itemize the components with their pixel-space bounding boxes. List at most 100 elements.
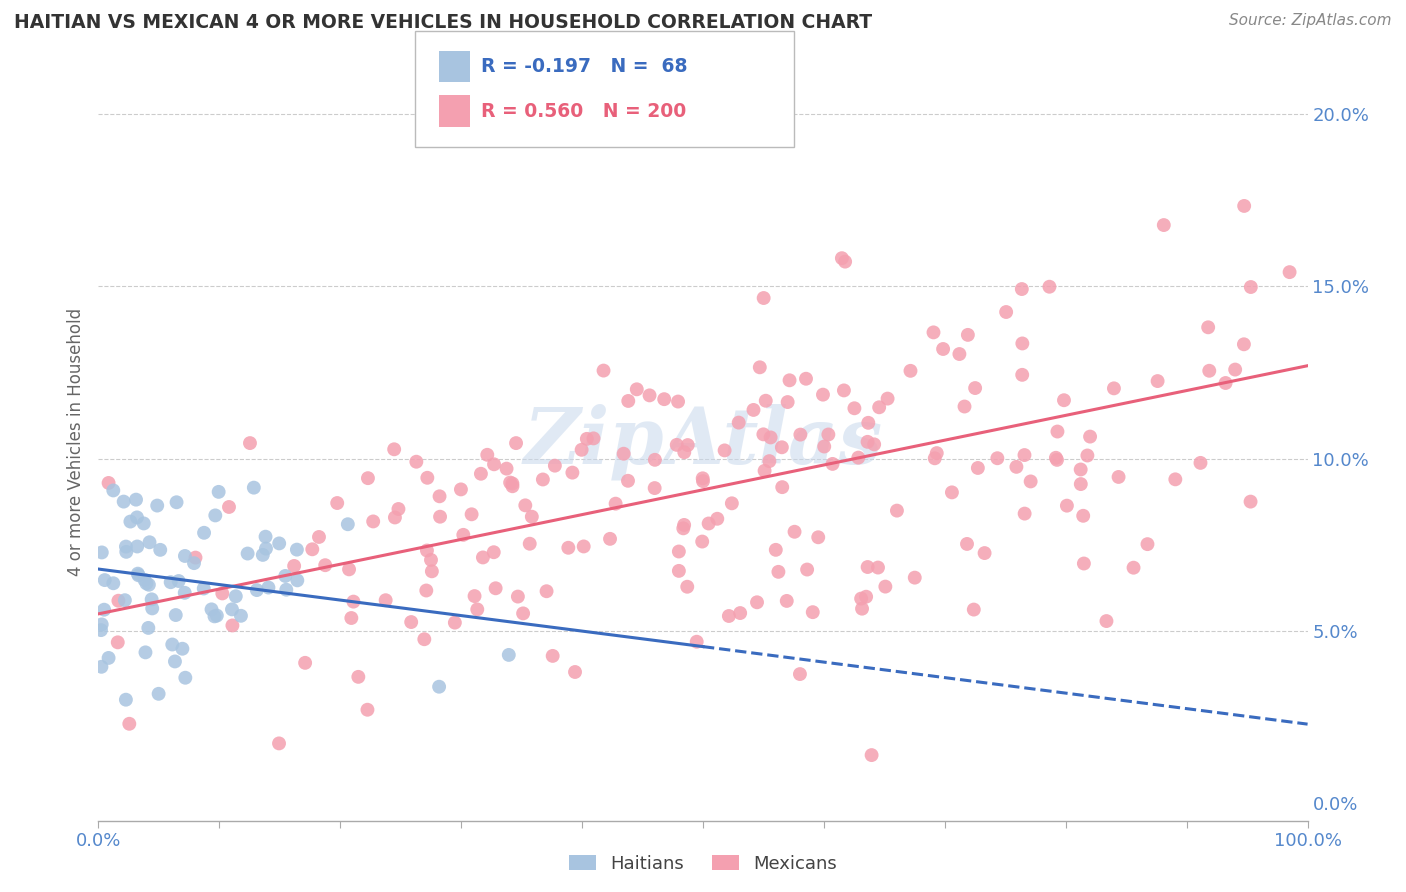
- Point: [107, 593, 129, 607]
- Point: [134, 573, 156, 587]
- Point: [420, 564, 443, 578]
- Point: [544, 458, 567, 473]
- Point: [1014, 448, 1036, 462]
- Point: [557, 541, 579, 555]
- Point: [1078, 429, 1101, 443]
- Point: [831, 251, 853, 265]
- Point: [564, 665, 586, 679]
- Point: [1073, 557, 1095, 571]
- Point: [285, 542, 308, 557]
- Point: [582, 431, 605, 445]
- Point: [314, 558, 336, 573]
- Point: [416, 471, 439, 485]
- Point: [592, 363, 614, 377]
- Text: R = -0.197   N =  68: R = -0.197 N = 68: [481, 57, 688, 76]
- Point: [347, 670, 370, 684]
- Point: [112, 494, 135, 508]
- Point: [221, 618, 243, 632]
- Point: [254, 530, 277, 544]
- Point: [1014, 507, 1036, 521]
- Point: [1038, 279, 1060, 293]
- Point: [283, 558, 305, 573]
- Point: [932, 342, 955, 356]
- Point: [752, 427, 775, 442]
- Point: [1071, 508, 1094, 523]
- Point: [361, 515, 384, 529]
- Point: [832, 384, 855, 398]
- Point: [134, 645, 156, 659]
- Point: [274, 569, 297, 583]
- Point: [90, 545, 112, 559]
- Point: [1189, 456, 1212, 470]
- Point: [1011, 368, 1033, 382]
- Point: [801, 605, 824, 619]
- Point: [382, 442, 405, 457]
- Point: [136, 621, 159, 635]
- Point: [941, 485, 963, 500]
- Point: [246, 583, 269, 598]
- Point: [183, 556, 205, 570]
- Point: [285, 574, 308, 588]
- Point: [357, 471, 380, 485]
- Point: [93, 603, 115, 617]
- Point: [1198, 364, 1220, 378]
- Point: [103, 576, 125, 591]
- Point: [1153, 218, 1175, 232]
- Text: Source: ZipAtlas.com: Source: ZipAtlas.com: [1229, 13, 1392, 29]
- Point: [166, 495, 188, 509]
- Point: [956, 327, 979, 342]
- Point: [1056, 499, 1078, 513]
- Point: [1122, 560, 1144, 574]
- Point: [93, 573, 115, 587]
- Point: [450, 483, 472, 497]
- Point: [770, 480, 793, 494]
- Point: [205, 608, 228, 623]
- Point: [900, 364, 922, 378]
- Point: [427, 680, 450, 694]
- Point: [796, 562, 818, 576]
- Point: [342, 594, 364, 608]
- Point: [470, 467, 492, 481]
- Point: [668, 544, 690, 558]
- Point: [849, 591, 872, 606]
- Point: [415, 583, 437, 598]
- Point: [236, 547, 259, 561]
- Point: [501, 479, 523, 493]
- Point: [485, 582, 508, 596]
- Point: [276, 582, 298, 597]
- Point: [561, 466, 583, 480]
- Point: [1070, 462, 1092, 476]
- Point: [856, 560, 879, 574]
- Point: [218, 500, 240, 514]
- Point: [866, 560, 889, 574]
- Point: [498, 648, 520, 662]
- Point: [754, 464, 776, 478]
- Point: [868, 401, 890, 415]
- Point: [1197, 320, 1219, 334]
- Point: [267, 736, 290, 750]
- Point: [605, 497, 627, 511]
- Point: [208, 484, 231, 499]
- Point: [482, 458, 505, 472]
- Point: [875, 580, 897, 594]
- Point: [1070, 477, 1092, 491]
- Point: [165, 608, 187, 623]
- Point: [644, 452, 666, 467]
- Point: [686, 634, 709, 648]
- Point: [925, 446, 948, 460]
- Point: [138, 578, 160, 592]
- Point: [1076, 449, 1098, 463]
- Point: [571, 442, 593, 457]
- Point: [973, 546, 995, 560]
- Point: [506, 590, 529, 604]
- Point: [956, 537, 979, 551]
- Point: [759, 430, 782, 444]
- Point: [531, 473, 554, 487]
- Point: [673, 445, 696, 459]
- Point: [794, 372, 817, 386]
- Point: [146, 499, 169, 513]
- Point: [721, 496, 744, 510]
- Point: [512, 607, 534, 621]
- Point: [1053, 393, 1076, 408]
- Point: [127, 566, 149, 581]
